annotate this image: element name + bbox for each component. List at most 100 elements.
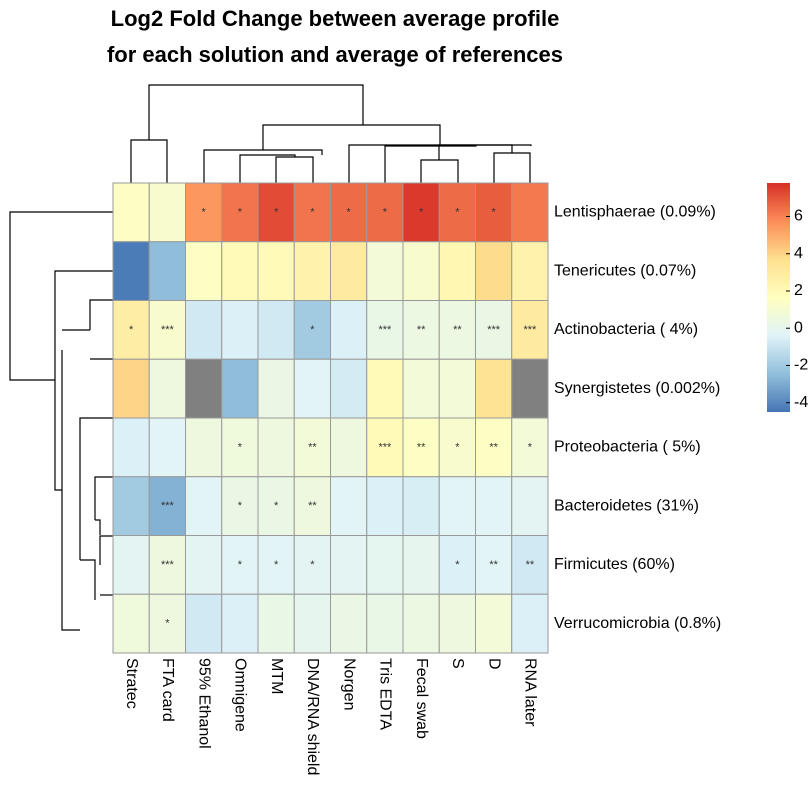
cell	[366, 476, 404, 536]
cell	[112, 476, 150, 536]
cell	[112, 358, 150, 419]
cell	[475, 593, 513, 654]
cell	[185, 182, 223, 243]
cell	[330, 241, 368, 301]
cell	[221, 241, 259, 301]
cell	[185, 476, 223, 536]
cell	[402, 476, 440, 536]
cell	[438, 593, 476, 654]
cell	[257, 535, 295, 595]
column-label: Omnigene	[232, 658, 249, 732]
cell	[438, 476, 476, 536]
row-label: Tenericutes (0.07%)	[554, 262, 696, 279]
cell	[112, 535, 150, 595]
colorbar-tick-label: 6	[794, 208, 803, 225]
significance: ***	[487, 324, 501, 336]
cell	[511, 476, 549, 536]
cell	[330, 300, 368, 360]
significance: ***	[523, 324, 537, 336]
significance: ***	[378, 324, 392, 336]
cell	[185, 358, 223, 419]
cell	[402, 535, 440, 595]
chart-title: for each solution and average of referen…	[107, 42, 563, 67]
cell	[511, 182, 549, 243]
column-label: Fecal swab	[413, 658, 430, 739]
row-dendrogram	[9, 211, 113, 631]
significance: *	[238, 559, 243, 571]
cell	[293, 476, 331, 536]
cell	[148, 535, 186, 595]
significance: *	[528, 441, 533, 453]
significance: **	[489, 441, 498, 453]
colorbar-tick-label: 4	[794, 245, 803, 262]
cell	[257, 358, 295, 419]
significance: *	[310, 206, 315, 218]
column-label: RNA later	[522, 658, 539, 727]
row-label: Actinobacteria ( 4%)	[554, 321, 698, 338]
cell	[475, 241, 513, 301]
cell	[293, 593, 331, 654]
cell	[366, 241, 404, 301]
significance: *	[346, 206, 351, 218]
significance: *	[129, 324, 134, 336]
cell	[185, 535, 223, 595]
significance: **	[417, 324, 426, 336]
cell	[402, 300, 440, 360]
significance: *	[455, 206, 460, 218]
cell	[438, 182, 476, 243]
significance: **	[526, 559, 535, 571]
cell	[475, 417, 513, 478]
cell	[148, 417, 186, 478]
cell	[475, 476, 513, 536]
column-label: MTM	[268, 658, 285, 694]
significance: **	[308, 500, 317, 512]
column-label: FTA card	[159, 658, 176, 722]
cell	[148, 182, 186, 243]
cell	[185, 417, 223, 478]
significance: **	[489, 559, 498, 571]
colorbar-tick-label: 0	[794, 319, 803, 336]
significance: *	[238, 206, 243, 218]
cell	[511, 417, 549, 478]
significance: *	[491, 206, 496, 218]
cell	[257, 241, 295, 301]
row-label: Verrucomicrobia (0.8%)	[554, 615, 721, 632]
colorbar-tick-label: -2	[794, 357, 808, 374]
column-label: S	[449, 658, 466, 669]
cell	[402, 241, 440, 301]
significance: *	[419, 206, 424, 218]
cell	[221, 300, 259, 360]
significance: *	[238, 500, 243, 512]
cell	[221, 182, 259, 243]
cell	[293, 300, 331, 360]
significance: *	[201, 206, 206, 218]
significance: *	[274, 500, 279, 512]
cell	[221, 593, 259, 654]
cell	[148, 358, 186, 419]
column-label: DNA/RNA shield	[304, 658, 321, 775]
significance: *	[274, 559, 279, 571]
cell	[438, 241, 476, 301]
colorbar-tick-label: 2	[794, 282, 803, 299]
row-label: Lentisphaerae (0.09%)	[554, 204, 716, 221]
cell	[330, 593, 368, 654]
cell	[330, 535, 368, 595]
cell	[366, 358, 404, 419]
colorbar-tick-label: -4	[794, 394, 808, 411]
significance: ***	[378, 441, 392, 453]
row-label: Bacteroidetes (31%)	[554, 497, 699, 514]
cell	[112, 417, 150, 478]
cell	[221, 358, 259, 419]
row-label: Synergistetes (0.002%)	[554, 380, 720, 397]
cell	[185, 241, 223, 301]
cell	[402, 417, 440, 478]
cell	[330, 417, 368, 478]
cell	[366, 535, 404, 595]
cell	[293, 417, 331, 478]
cell	[402, 358, 440, 419]
cell	[366, 593, 404, 654]
column-label: Norgen	[340, 658, 357, 710]
significance: *	[455, 441, 460, 453]
column-label: Stratec	[123, 658, 140, 709]
significance: *	[383, 206, 388, 218]
